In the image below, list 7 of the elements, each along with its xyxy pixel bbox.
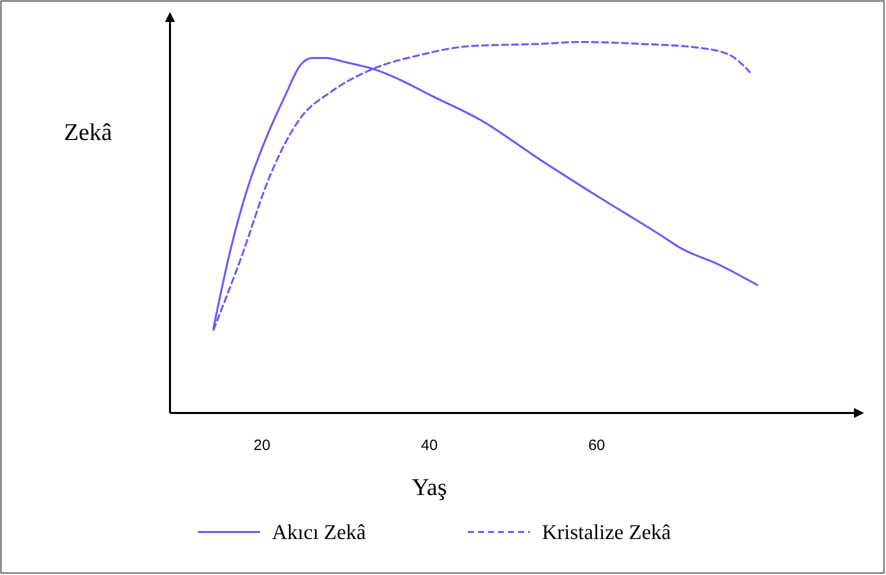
- legend-label: Kristalize Zekâ: [542, 520, 672, 544]
- x-tick-label: 20: [254, 437, 270, 454]
- x-axis-title: Yaş: [412, 475, 447, 501]
- x-tick-label: 40: [421, 437, 438, 454]
- y-axis-title: Zekâ: [64, 120, 112, 146]
- legend-label: Akıcı Zekâ: [272, 520, 367, 544]
- x-tick-label: 60: [588, 437, 605, 454]
